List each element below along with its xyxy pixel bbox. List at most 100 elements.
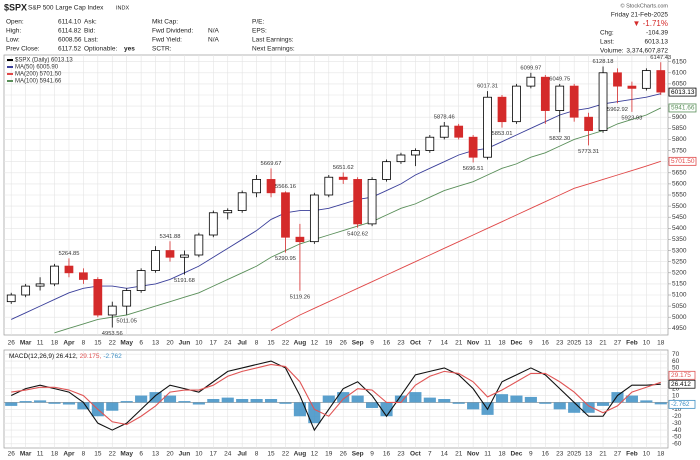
y-tick-label: 5400 — [672, 225, 687, 232]
field-label: Last: — [84, 37, 98, 44]
x-tick-label: 2025 — [567, 451, 582, 458]
moving-average — [11, 93, 661, 320]
macd-last-box — [668, 399, 696, 409]
macd-histogram-bar — [452, 402, 465, 404]
x-tick-label: Sep — [352, 451, 364, 458]
candle-body — [295, 236, 305, 243]
macd-histogram-bar — [279, 402, 292, 404]
x-tick-label: 9 — [529, 451, 533, 458]
x-tick-label: 11 — [37, 340, 44, 347]
x-tick-label: 8 — [255, 451, 259, 458]
macd-y-tick-label: 20 — [672, 385, 680, 392]
x-tick-label: 20 — [166, 451, 174, 458]
candle-body — [107, 305, 117, 316]
macd-histogram-bar — [394, 395, 408, 403]
macd-histogram-bar — [423, 397, 436, 403]
candle-body — [367, 179, 377, 225]
field-label: High: — [6, 28, 21, 35]
x-tick-label: 27 — [614, 451, 622, 458]
y-tick-label: 5100 — [672, 292, 687, 299]
stat-value: 3,374,607,872 — [626, 48, 668, 55]
macd-y-tick-label: 50 — [672, 365, 680, 372]
candle-body — [598, 72, 608, 131]
candle-body — [180, 254, 189, 258]
macd-y-tick-label: 70 — [672, 351, 680, 358]
candle-body — [540, 76, 550, 111]
candle-body — [165, 250, 175, 258]
y-tick-label: 5650 — [672, 169, 687, 176]
candle-body — [136, 270, 146, 291]
field-value: 6117.52 — [58, 46, 81, 53]
macd-panel — [3, 349, 669, 449]
x-tick-label: 18 — [498, 451, 506, 458]
x-tick-label: 13 — [585, 340, 593, 347]
x-tick-label: 18 — [498, 340, 506, 347]
x-tick-label: 27 — [614, 340, 622, 347]
x-tick-label: 8 — [82, 340, 86, 347]
macd-histogram-bar — [77, 402, 90, 410]
x-tick-label: 22 — [109, 340, 117, 347]
x-tick-label: 18 — [51, 340, 59, 347]
macd-histogram-bar — [163, 395, 177, 403]
macd-histogram-bar — [366, 402, 379, 408]
field-label: Bid: — [84, 28, 95, 35]
ma100-last: 5941.66 — [671, 105, 695, 112]
y-tick-label: 5050 — [672, 303, 687, 310]
ma200-last: 5701.50 — [671, 158, 695, 165]
macd-histogram-bar — [524, 396, 537, 403]
x-tick-label: Mar — [20, 451, 32, 458]
field-label: P/E: — [252, 19, 264, 26]
trough-label: 5962.92 — [607, 107, 628, 113]
x-tick-label: 7 — [428, 340, 432, 347]
trough-label: 5832.30 — [549, 136, 570, 142]
trough-label: 5191.68 — [174, 278, 195, 284]
macd-histogram-bar — [322, 395, 335, 403]
trough-label: 5696.51 — [463, 166, 484, 172]
macd-histogram-bar — [625, 395, 638, 403]
macd-histogram-bar — [409, 392, 422, 403]
field-label: SCTR: — [152, 46, 172, 53]
macd-histogram-bar — [293, 402, 306, 417]
candle-body — [252, 179, 261, 194]
x-tick-label: 10 — [643, 340, 651, 347]
candle-body — [122, 290, 132, 307]
y-tick-label: 5250 — [672, 258, 687, 265]
stat-value: 6013.13 — [645, 39, 669, 46]
field-label: EPS: — [252, 28, 267, 35]
x-tick-label: 13 — [152, 451, 160, 458]
y-tick-label: 5900 — [672, 114, 687, 121]
x-tick-label: Sep — [352, 340, 364, 347]
x-tick-label: 10 — [643, 451, 651, 458]
x-tick-label: 21 — [455, 340, 463, 347]
trough-label: 4953.56 — [102, 331, 123, 337]
legend-label: MA(50) 6005.90 — [15, 65, 59, 71]
last-price: 6013.13 — [671, 89, 695, 96]
macd-histogram-bar — [19, 401, 32, 403]
macd-histogram-bar — [568, 402, 581, 413]
x-tick-label: 21 — [599, 340, 607, 347]
y-tick-label: 5000 — [672, 314, 687, 321]
x-tick-label: 15 — [267, 451, 275, 458]
candle-body — [439, 125, 449, 138]
x-tick-label: Jun — [179, 340, 191, 347]
trough-label: 5402.62 — [347, 231, 368, 237]
stat-value: -104.39 — [646, 30, 668, 37]
x-tick-label: Jul — [237, 451, 247, 458]
candle-body — [569, 85, 579, 118]
x-tick-label: 22 — [282, 340, 290, 347]
x-tick-label: Jun — [179, 451, 191, 458]
peak-label: 5669.67 — [261, 161, 282, 167]
candle-body — [50, 265, 59, 285]
peak-label: 6099.97 — [520, 65, 541, 71]
candle-body — [6, 294, 16, 303]
x-tick-label: 10 — [195, 340, 203, 347]
x-tick-label: 6 — [139, 451, 143, 458]
moving-average — [270, 160, 661, 331]
symbol: $SPX — [4, 2, 27, 12]
y-tick-label: 4950 — [672, 325, 687, 332]
macd-histogram-bar — [640, 400, 653, 403]
field-label: Low: — [6, 37, 20, 44]
x-tick-label: Jul — [237, 340, 247, 347]
macd-line — [11, 363, 661, 426]
x-tick-label: 26 — [8, 340, 16, 347]
